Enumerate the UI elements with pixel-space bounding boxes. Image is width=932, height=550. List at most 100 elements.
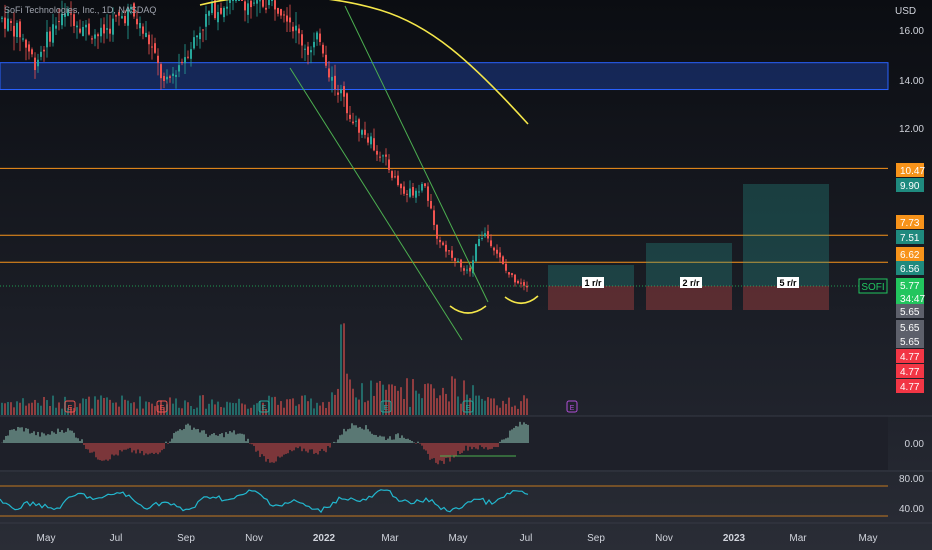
candle-body <box>421 183 423 191</box>
price-axis-tag-label: 4.77 <box>900 367 920 378</box>
candle-body <box>166 76 168 80</box>
x-tick-label: Nov <box>655 533 673 544</box>
volume-bar <box>205 408 207 415</box>
volume-bar <box>280 401 282 415</box>
candle-body <box>514 274 516 283</box>
candle-body <box>418 191 420 193</box>
candle-body <box>295 25 297 31</box>
rr-label: 2 r/r <box>682 278 700 288</box>
candle-body <box>430 201 432 209</box>
candle-body <box>322 44 324 54</box>
volume-bar <box>43 396 45 415</box>
price-axis-tag-label: 6.62 <box>900 250 920 261</box>
candle-body <box>58 21 60 23</box>
candle-body <box>46 31 48 48</box>
volume-bar <box>295 405 297 415</box>
candle-body <box>274 0 276 10</box>
volume-bar <box>424 384 426 415</box>
candle-body <box>406 193 408 195</box>
candle-body <box>382 155 384 157</box>
price-axis-tag <box>896 278 924 292</box>
volume-bar <box>49 405 51 415</box>
candle-body <box>7 18 9 31</box>
candle-body <box>130 6 132 10</box>
candle-body <box>286 15 288 22</box>
reward-zone <box>548 265 634 286</box>
earnings-mark-icon <box>566 400 578 413</box>
volume-bar <box>358 399 360 415</box>
price-axis-tag <box>896 178 924 192</box>
volume-bar <box>157 405 159 415</box>
candle-body <box>469 267 471 272</box>
volume-bar <box>121 395 123 415</box>
volume-bar <box>118 406 120 415</box>
price-axis-tag <box>896 304 924 318</box>
volume-bar <box>58 402 60 415</box>
price-axis-tag-label: 5.77 <box>900 281 920 292</box>
volume-bar <box>31 402 33 415</box>
candle-body <box>223 7 225 18</box>
volume-bar <box>460 403 462 415</box>
volume-bar <box>106 397 108 415</box>
candle-body <box>520 282 522 284</box>
volume-bar <box>451 376 453 415</box>
volume-bar <box>310 398 312 415</box>
volume-bar <box>412 379 414 415</box>
candle-body <box>55 25 57 29</box>
volume-bar <box>478 395 480 415</box>
candle-body <box>115 15 117 17</box>
candle-body <box>391 171 393 178</box>
candle-body <box>385 154 387 157</box>
volume-bar <box>406 378 408 415</box>
volume-bar <box>277 404 279 415</box>
candle-body <box>484 233 486 237</box>
volume-bar <box>172 403 174 415</box>
volume-bar <box>499 407 501 415</box>
earnings-mark-icon <box>380 400 392 413</box>
candle-body <box>409 188 411 197</box>
volume-bar <box>145 401 147 415</box>
volume-bar <box>343 323 345 415</box>
candle-body <box>76 25 78 28</box>
candle-body <box>85 24 87 28</box>
volume-bar <box>115 402 117 415</box>
volume-bar <box>523 395 525 415</box>
candle-body <box>439 239 441 243</box>
candle-body <box>424 183 426 187</box>
rr-label: 5 r/r <box>779 278 797 288</box>
candle-body <box>151 46 153 48</box>
volume-bar <box>382 384 384 415</box>
rsi-line <box>0 489 529 514</box>
candle-body <box>193 37 195 49</box>
candle-body <box>370 136 372 145</box>
candle-body <box>31 49 33 55</box>
volume-bar <box>208 403 210 415</box>
volume-bar <box>139 396 141 415</box>
volume-bar <box>250 407 252 415</box>
candle-body <box>505 263 507 271</box>
volume-bar <box>256 403 258 415</box>
candle-body <box>100 27 102 37</box>
price-axis-tag-label: 5.65 <box>900 323 920 334</box>
candle-body <box>493 247 495 251</box>
candle-body <box>361 130 363 135</box>
earnings-mark-icon <box>156 400 168 413</box>
volume-bar <box>262 402 264 415</box>
reward-zone <box>743 184 829 286</box>
price-axis-tag <box>896 320 924 334</box>
candle-body <box>490 240 492 247</box>
candle-body <box>463 268 465 271</box>
price-axis-tag-label: 7.73 <box>900 218 920 229</box>
x-tick-label: Mar <box>381 533 399 544</box>
candle-body <box>226 6 228 9</box>
candle-body <box>487 231 489 239</box>
volume-bar <box>433 388 435 415</box>
volume-bar <box>328 401 330 415</box>
candle-body <box>220 7 222 14</box>
volume-bar <box>10 402 12 415</box>
price-axis-tag <box>896 379 924 393</box>
volume-bar <box>61 408 63 415</box>
volume-bar <box>439 395 441 415</box>
